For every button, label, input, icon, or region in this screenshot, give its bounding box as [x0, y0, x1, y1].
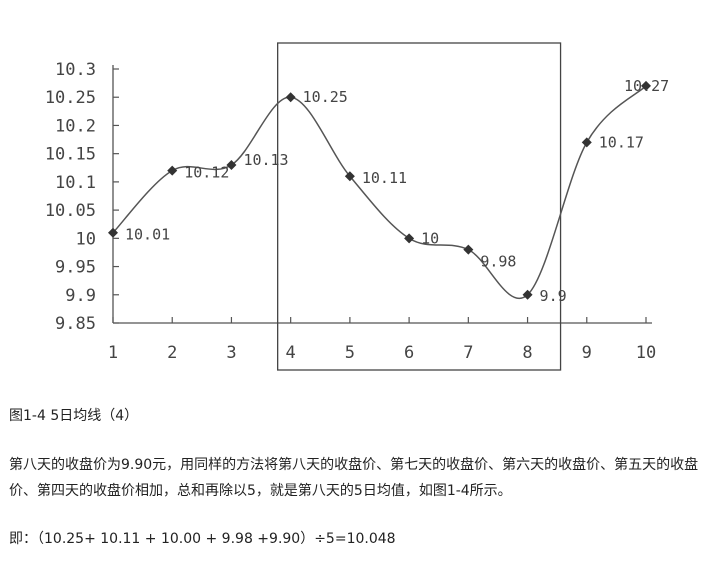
highlight-window [277, 42, 562, 371]
x-tick-label: 10 [636, 343, 656, 363]
x-tick-label: 7 [463, 343, 473, 363]
data-label: 9.98 [480, 253, 516, 271]
data-point [344, 171, 355, 182]
data-point [581, 137, 592, 148]
x-tick-label: 5 [345, 343, 355, 363]
y-tick-label: 10.1 [55, 173, 96, 193]
y-tick-label: 10.25 [45, 88, 96, 108]
x-tick-label: 9 [582, 343, 592, 363]
x-tick-label: 3 [226, 343, 236, 363]
y-tick-label: 9.9 [65, 286, 96, 306]
y-tick-label: 10.05 [45, 201, 96, 221]
chart-series [108, 80, 651, 300]
data-label: 10 [421, 229, 439, 247]
x-tick-label: 1 [108, 343, 118, 363]
data-label: 10.13 [243, 151, 288, 169]
y-tick-label: 10.2 [55, 116, 96, 136]
data-label: 9.9 [540, 287, 567, 305]
formula-text: 即：（10.25+ 10.11 + 10.00 + 9.98 +9.90）÷5=… [9, 531, 396, 547]
data-label: 10.27 [624, 77, 669, 95]
x-tick-label: 2 [167, 343, 177, 363]
y-tick-label: 10 [76, 229, 96, 249]
data-point [522, 289, 533, 300]
data-label: 10.25 [303, 88, 348, 106]
data-point [404, 233, 415, 244]
data-point [641, 80, 651, 91]
window-rect [277, 42, 562, 371]
explanation-paragraph: 第八天的收盘价为9.90元，用同样的方法将第八天的收盘价、第七天的收盘价、第六天… [9, 457, 699, 499]
data-point [285, 92, 296, 103]
line-chart: 10.310.2510.210.1510.110.05109.959.99.85… [45, 42, 669, 371]
y-tick-label: 9.95 [55, 258, 96, 278]
y-tick-label: 10.3 [55, 60, 96, 80]
data-label: 10.11 [362, 169, 407, 187]
x-tick-label: 6 [404, 343, 414, 363]
data-point [167, 165, 178, 176]
chart-ticks: 10.310.2510.210.1510.110.05109.959.99.85… [45, 60, 656, 363]
data-point [463, 244, 474, 255]
data-label: 10.17 [599, 133, 644, 151]
data-labels: 10.01 10.12 10.13 10.25 10.11 10 9.98 9.9 10.17 1… [125, 77, 669, 305]
series-line [112, 85, 647, 299]
data-label: 10.12 [184, 164, 229, 182]
x-tick-label: 4 [286, 343, 296, 363]
x-tick-label: 8 [522, 343, 532, 363]
y-tick-label: 9.85 [55, 314, 96, 334]
data-point [108, 227, 118, 238]
y-tick-label: 10.15 [45, 145, 96, 165]
figure-caption: 图1-4 5日均线（4） [9, 408, 139, 424]
chart-axes [112, 65, 652, 324]
data-label: 10.01 [125, 226, 170, 244]
data-point [226, 159, 237, 170]
